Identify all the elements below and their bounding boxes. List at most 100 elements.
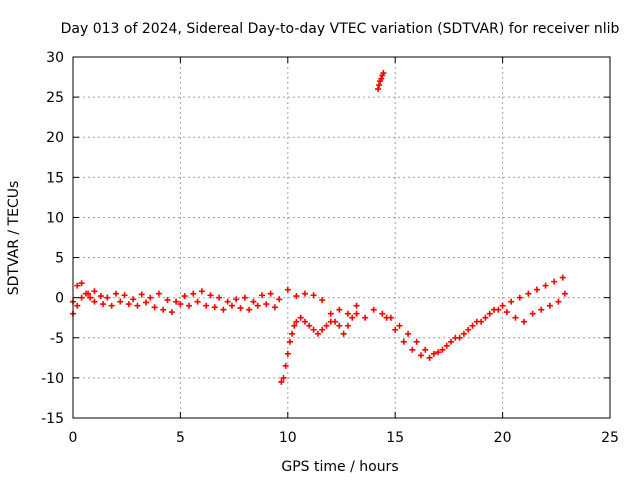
tick-labels: 0 5 10 15 20 25 -15 -10 -5 0 5 10 15 20 25 30 — [41, 50, 619, 446]
data-point — [521, 318, 528, 325]
data-point — [332, 318, 339, 325]
data-point — [508, 298, 515, 305]
data-point — [336, 306, 343, 313]
data-point — [278, 378, 285, 385]
data-point — [276, 296, 283, 303]
data-point — [378, 75, 385, 82]
data-point — [439, 346, 446, 353]
y-tick-label: 0 — [55, 291, 64, 307]
data-point — [327, 310, 334, 317]
data-point — [430, 350, 437, 357]
data-point — [91, 288, 98, 295]
y-axis-label: SDTVAR / TECUs — [6, 181, 22, 296]
x-tick-label: 0 — [69, 430, 78, 446]
data-point — [301, 290, 308, 297]
x-tick-label: 20 — [494, 430, 512, 446]
data-point — [138, 291, 145, 298]
y-tick-label: -5 — [50, 331, 64, 347]
y-tick-label: -10 — [41, 371, 64, 387]
series — [278, 310, 360, 385]
data-point — [323, 322, 330, 329]
data-point — [293, 318, 300, 325]
y-tick-label: -15 — [41, 411, 64, 427]
data-point — [559, 274, 566, 281]
plot-border — [72, 56, 611, 419]
data-point — [297, 314, 304, 321]
data-point — [78, 280, 85, 287]
data-point — [190, 290, 197, 297]
data-point — [375, 86, 382, 93]
x-tick-label: 15 — [386, 430, 404, 446]
data-point — [289, 330, 296, 337]
data-point — [284, 350, 291, 357]
data-point — [538, 306, 545, 313]
data-point — [194, 298, 201, 305]
series — [375, 70, 387, 93]
data-point — [134, 302, 141, 309]
data-point — [349, 314, 356, 321]
data-point — [220, 306, 227, 313]
data-point — [291, 322, 298, 329]
data-point — [435, 349, 442, 356]
data-point — [177, 301, 184, 308]
data-point — [469, 322, 476, 329]
data-point — [555, 298, 562, 305]
x-tick-label: 25 — [601, 430, 619, 446]
x-tick-label: 10 — [279, 430, 297, 446]
data-point — [207, 292, 214, 299]
data-point — [344, 322, 351, 329]
data-point — [267, 290, 274, 297]
data-point — [310, 326, 317, 333]
data-point — [82, 290, 89, 297]
data-point — [422, 346, 429, 353]
series — [70, 290, 568, 361]
y-tick-label: 30 — [46, 50, 64, 66]
data-points — [70, 70, 568, 385]
y-tick-label: 10 — [46, 210, 64, 226]
data-point — [460, 330, 467, 337]
data-point — [237, 305, 244, 312]
data-point — [164, 297, 171, 304]
data-point — [478, 318, 485, 325]
data-point — [121, 292, 128, 299]
data-point — [465, 326, 472, 333]
data-point — [529, 310, 536, 317]
data-point — [383, 314, 390, 321]
y-tick-label: 25 — [46, 90, 64, 106]
data-point — [198, 288, 205, 295]
data-point — [482, 314, 489, 321]
data-point — [362, 314, 369, 321]
data-point — [392, 326, 399, 333]
chart-title: Day 013 of 2024, Sidereal Day-to-day VTE… — [61, 21, 620, 37]
data-point — [224, 298, 231, 305]
data-point — [409, 346, 416, 353]
data-point — [512, 314, 519, 321]
data-point — [516, 294, 523, 301]
data-point — [254, 302, 261, 309]
y-tick-label: 15 — [46, 170, 64, 186]
data-point — [551, 278, 558, 285]
data-point — [228, 302, 235, 309]
data-point — [168, 309, 175, 316]
data-point — [499, 302, 506, 309]
data-point — [143, 299, 150, 306]
data-point — [293, 293, 300, 300]
data-point — [259, 292, 266, 299]
data-point — [160, 306, 167, 313]
data-point — [340, 330, 347, 337]
data-point — [452, 334, 459, 341]
data-point — [211, 304, 218, 311]
y-tick-label: 20 — [46, 130, 64, 146]
data-point — [379, 310, 386, 317]
data-point — [241, 294, 248, 301]
x-axis-label: GPS time / hours — [281, 459, 398, 475]
data-point — [533, 286, 540, 293]
grid — [73, 57, 610, 418]
data-point — [413, 338, 420, 345]
data-point — [155, 290, 162, 297]
data-point — [173, 298, 180, 305]
data-point — [417, 352, 424, 359]
data-point — [370, 306, 377, 313]
data-point — [151, 304, 158, 311]
data-point — [380, 70, 387, 77]
